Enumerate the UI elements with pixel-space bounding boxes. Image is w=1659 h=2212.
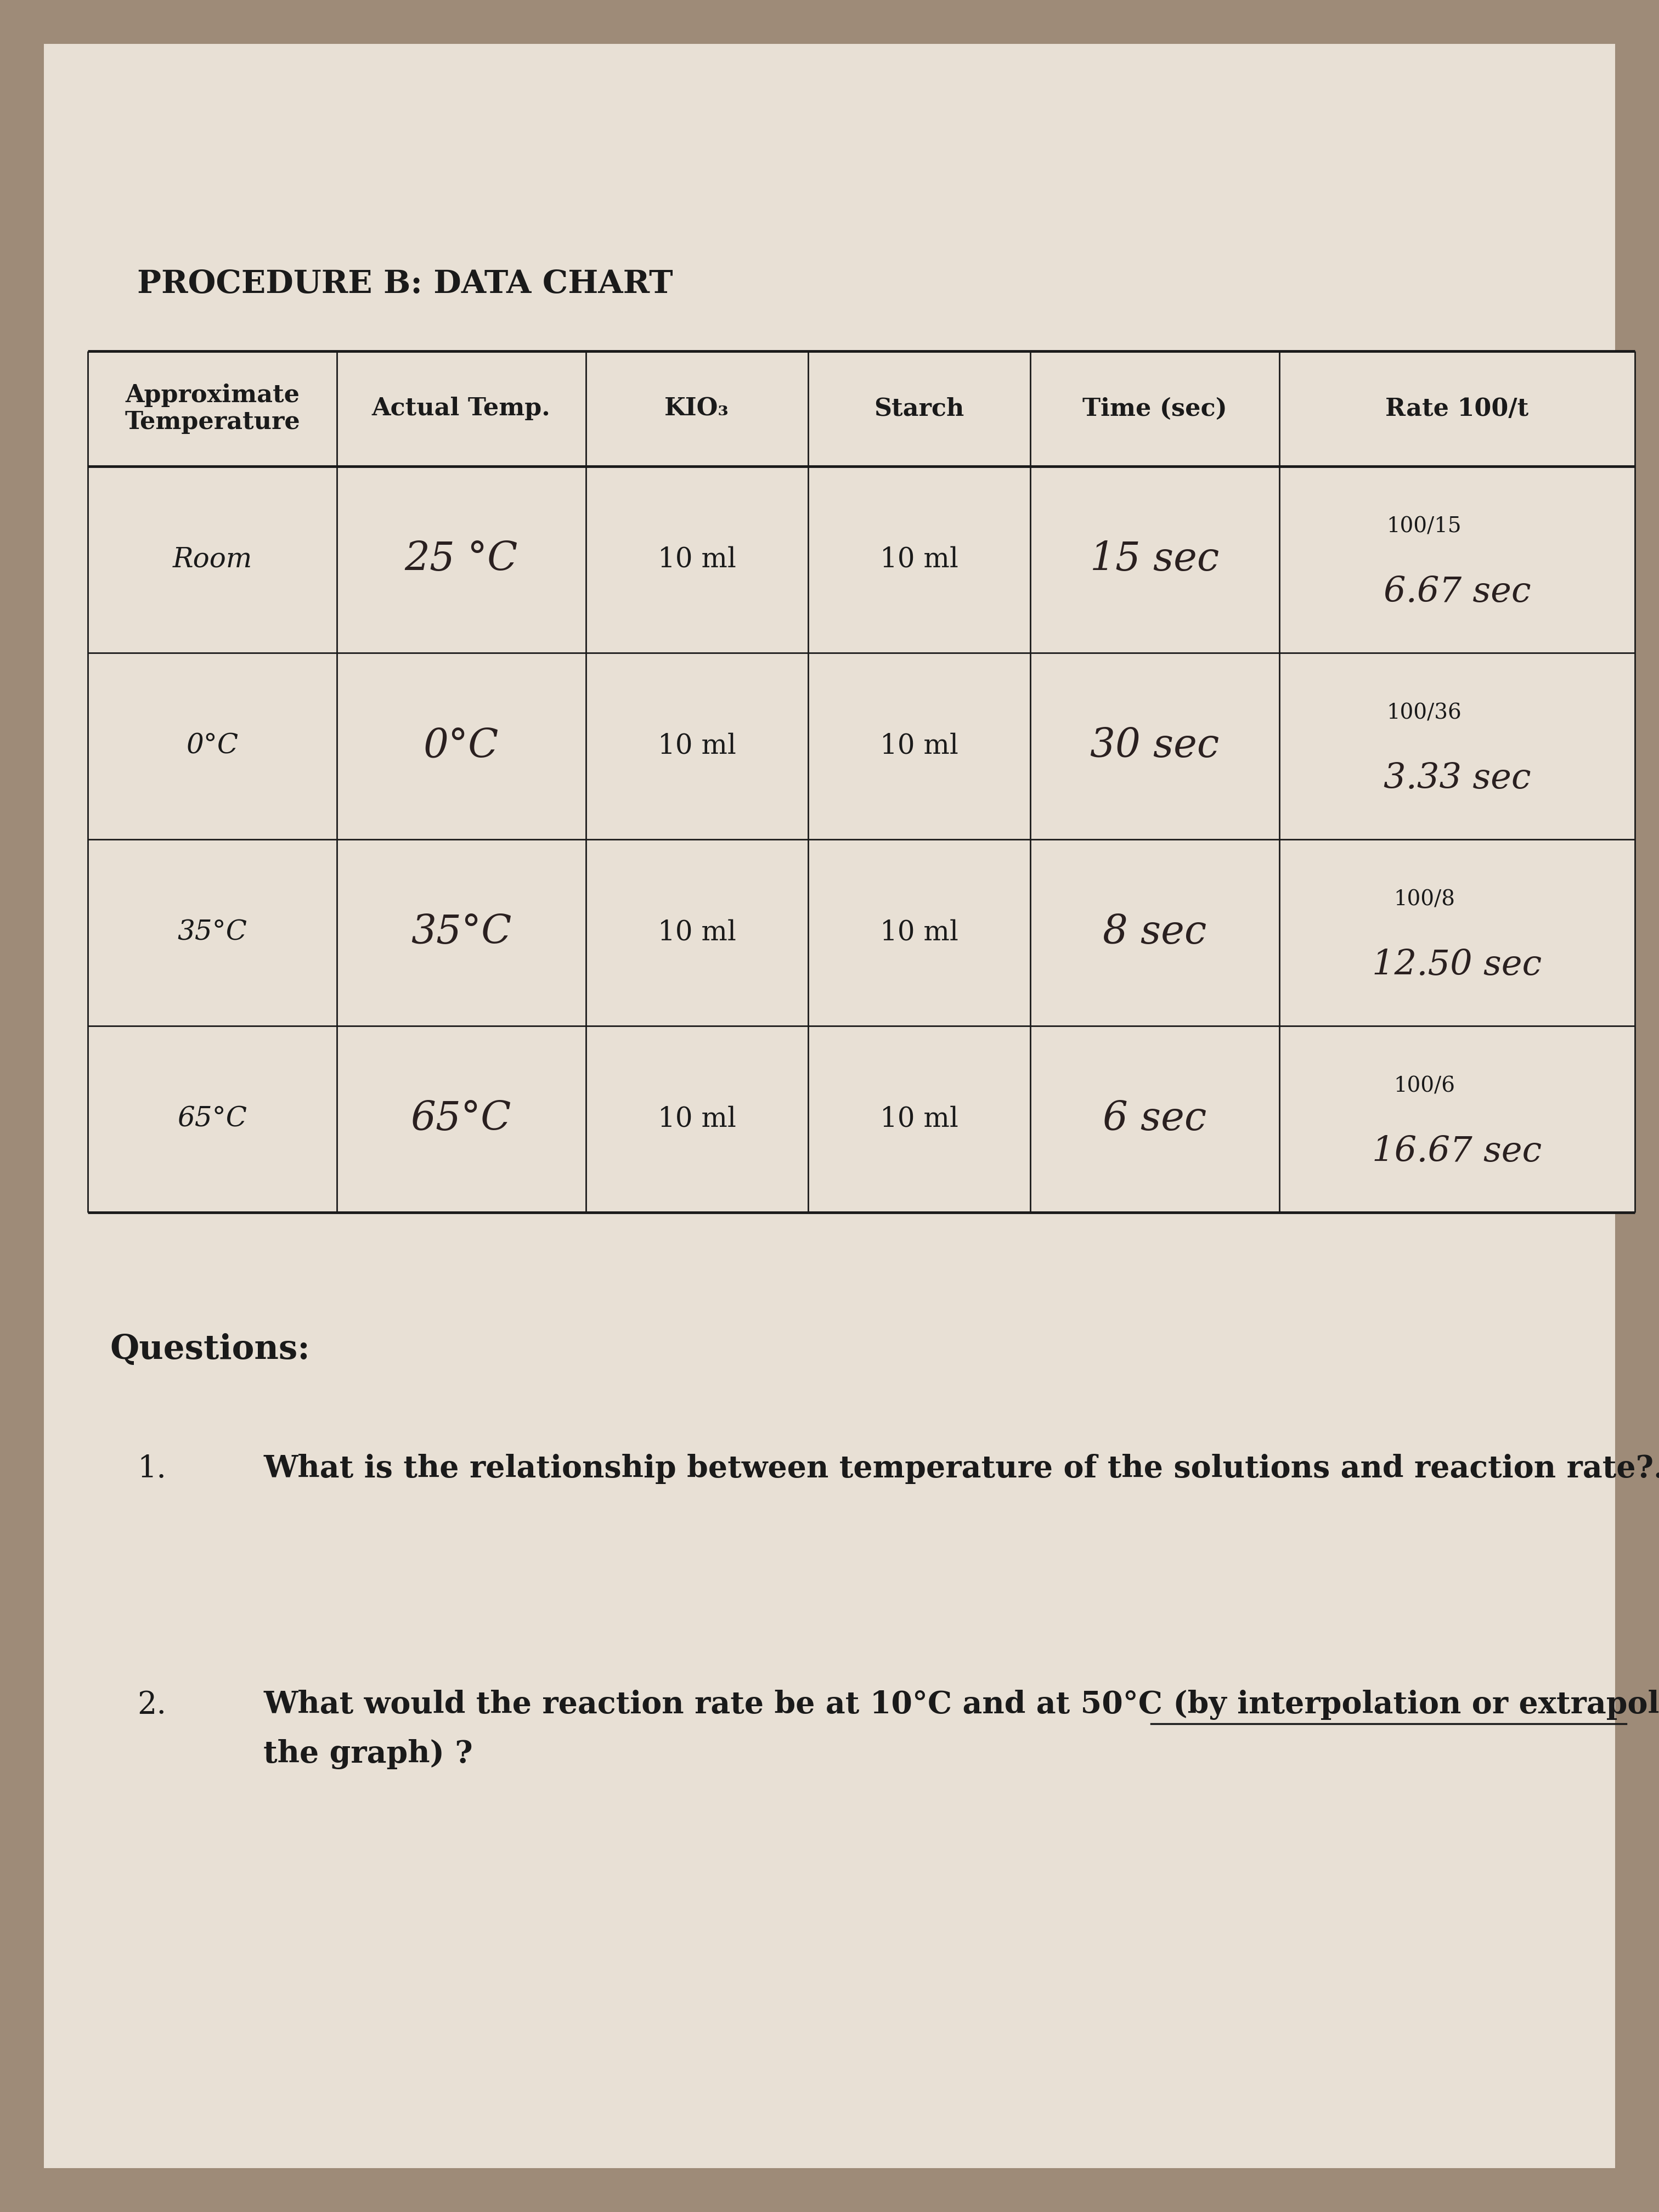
Bar	[586, 653, 808, 838]
Bar	[337, 838, 586, 1026]
Text: KIO₃: KIO₃	[665, 396, 728, 420]
Bar	[1279, 352, 1634, 467]
Text: 10 ml: 10 ml	[657, 1106, 737, 1133]
Text: 0°C: 0°C	[186, 732, 239, 759]
Text: 10 ml: 10 ml	[879, 546, 959, 573]
Text: 10 ml: 10 ml	[879, 732, 959, 759]
Text: What is the relationship between temperature of the solutions and reaction rate?: What is the relationship between tempera…	[264, 1453, 1659, 1484]
Bar	[1279, 838, 1634, 1026]
Text: 100/6: 100/6	[1394, 1075, 1455, 1097]
Text: 6 sec: 6 sec	[1103, 1099, 1206, 1139]
Bar	[88, 1026, 337, 1212]
Bar	[1279, 653, 1634, 838]
Bar	[808, 838, 1030, 1026]
Text: 6.67 sec: 6.67 sec	[1384, 575, 1531, 608]
Bar	[586, 838, 808, 1026]
Bar	[1030, 653, 1279, 838]
Bar	[586, 352, 808, 467]
Text: 2.: 2.	[138, 1690, 166, 1719]
Bar	[808, 1026, 1030, 1212]
Bar	[1279, 1026, 1634, 1212]
Bar	[88, 653, 337, 838]
Text: 35°C: 35°C	[178, 918, 247, 947]
Text: 65°C: 65°C	[178, 1106, 247, 1133]
Text: What would the reaction rate be at 10°C and at 50°C (by interpolation or extrapo: What would the reaction rate be at 10°C …	[264, 1690, 1659, 1721]
Text: 10 ml: 10 ml	[657, 732, 737, 759]
Text: 100/15: 100/15	[1387, 518, 1462, 538]
Bar	[337, 467, 586, 653]
Text: 0°C: 0°C	[423, 728, 499, 765]
Text: 10 ml: 10 ml	[657, 918, 737, 947]
Text: Questions:: Questions:	[109, 1334, 310, 1367]
Text: 16.67 sec: 16.67 sec	[1372, 1135, 1541, 1168]
Bar	[88, 838, 337, 1026]
Text: 15 sec: 15 sec	[1090, 540, 1219, 580]
Text: 10 ml: 10 ml	[879, 1106, 959, 1133]
Text: 8 sec: 8 sec	[1103, 914, 1206, 951]
Text: 35°C: 35°C	[411, 914, 511, 951]
Bar	[1279, 467, 1634, 653]
Text: 12.50 sec: 12.50 sec	[1372, 949, 1541, 982]
Bar	[337, 653, 586, 838]
Text: Actual Temp.: Actual Temp.	[372, 396, 551, 420]
Text: PROCEDURE B: DATA CHART: PROCEDURE B: DATA CHART	[138, 270, 674, 299]
Bar	[1030, 838, 1279, 1026]
Bar	[586, 467, 808, 653]
Bar	[586, 1026, 808, 1212]
Bar	[808, 467, 1030, 653]
Text: 10 ml: 10 ml	[657, 546, 737, 573]
Text: 25 °C: 25 °C	[405, 540, 518, 580]
Text: 1.: 1.	[138, 1453, 166, 1484]
Text: 100/8: 100/8	[1394, 889, 1455, 909]
Text: Time (sec): Time (sec)	[1082, 396, 1228, 420]
Text: 10 ml: 10 ml	[879, 918, 959, 947]
Text: 100/36: 100/36	[1387, 703, 1462, 723]
Bar	[88, 352, 337, 467]
Bar	[337, 1026, 586, 1212]
Bar	[1030, 352, 1279, 467]
Bar	[808, 352, 1030, 467]
Bar	[337, 352, 586, 467]
Text: the graph) ?: the graph) ?	[264, 1739, 473, 1770]
Bar	[88, 467, 337, 653]
Text: Starch: Starch	[874, 396, 964, 420]
Bar	[1030, 1026, 1279, 1212]
Text: 3.33 sec: 3.33 sec	[1384, 763, 1531, 796]
Text: 65°C: 65°C	[411, 1099, 511, 1139]
Bar	[808, 653, 1030, 838]
Text: Approximate
Temperature: Approximate Temperature	[124, 383, 300, 434]
Text: Rate 100/t: Rate 100/t	[1385, 396, 1528, 420]
Bar	[1030, 467, 1279, 653]
Text: Room: Room	[173, 546, 252, 573]
Text: 30 sec: 30 sec	[1090, 728, 1219, 765]
